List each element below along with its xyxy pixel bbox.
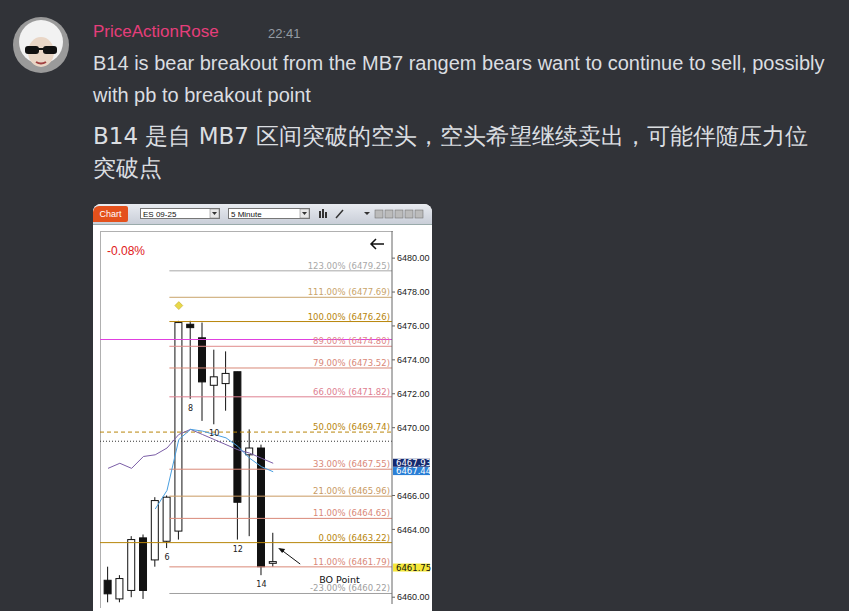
svg-text:111.00% (6477.69): 111.00% (6477.69)	[308, 287, 390, 297]
svg-text:10: 10	[209, 429, 219, 438]
html-text:PriceActionRose: PriceActionRose	[93, 22, 219, 41]
html-text:B14 是自 MB7 区间突破的空头，空头希望继续卖出，可能: B14 是自 MB7 区间突破的空头，空头希望继续卖出，可能伴随压力位突破点	[93, 123, 809, 181]
svg-text:6461.75: 6461.75	[396, 563, 431, 573]
svg-text:6472.00: 6472.00	[397, 389, 430, 399]
svg-text:6467.93: 6467.93	[396, 457, 432, 468]
svg-text:BO Point: BO Point	[319, 574, 360, 585]
svg-text:33.00% (6467.55): 33.00% (6467.55)	[313, 459, 390, 469]
svg-text:6464.00: 6464.00	[397, 525, 430, 535]
svg-text:21.00% (6465.96): 21.00% (6465.96)	[313, 486, 390, 496]
svg-text:6467.44: 6467.44	[396, 466, 431, 476]
html-text:ES 09-25: ES 09-25	[143, 210, 177, 219]
svg-text:11.00% (6464.65): 11.00% (6464.65)	[313, 508, 390, 518]
html-text:22:41: 22:41	[268, 26, 301, 41]
svg-text:123.00% (6479.25): 123.00% (6479.25)	[308, 261, 390, 271]
html-text:-0.08%: -0.08%	[107, 244, 145, 258]
svg-text:6460.00: 6460.00	[397, 592, 430, 602]
svg-text:0.00% (6463.22): 0.00% (6463.22)	[319, 533, 391, 543]
html-text:B14 is bear breakout from the: B14 is bear breakout from the MB7 rangem…	[93, 52, 825, 106]
html-text:5 Minute: 5 Minute	[231, 210, 262, 219]
svg-text:89.00% (6474.80): 89.00% (6474.80)	[313, 336, 390, 346]
svg-text:6478.00: 6478.00	[397, 287, 430, 297]
svg-text:14: 14	[256, 580, 266, 589]
svg-text:11.00% (6461.79): 11.00% (6461.79)	[313, 557, 390, 567]
svg-text:6470.00: 6470.00	[397, 423, 430, 433]
svg-text:66.00% (6471.82): 66.00% (6471.82)	[313, 387, 390, 397]
svg-text:8: 8	[188, 404, 193, 413]
svg-text:-23.00% (6460.22): -23.00% (6460.22)	[310, 583, 390, 594]
svg-text:6: 6	[164, 553, 169, 562]
svg-text:6480.00: 6480.00	[397, 253, 430, 263]
svg-text:6466.00: 6466.00	[397, 491, 430, 501]
svg-text:6474.00: 6474.00	[397, 355, 430, 365]
svg-text:12: 12	[233, 545, 243, 554]
html-text:Chart: Chart	[99, 209, 122, 219]
svg-text:79.00% (6473.52): 79.00% (6473.52)	[313, 358, 390, 368]
svg-text:100.00% (6476.26): 100.00% (6476.26)	[308, 312, 390, 322]
svg-text:50.00% (6469.74): 50.00% (6469.74)	[313, 422, 390, 432]
svg-text:6476.00: 6476.00	[397, 321, 430, 331]
